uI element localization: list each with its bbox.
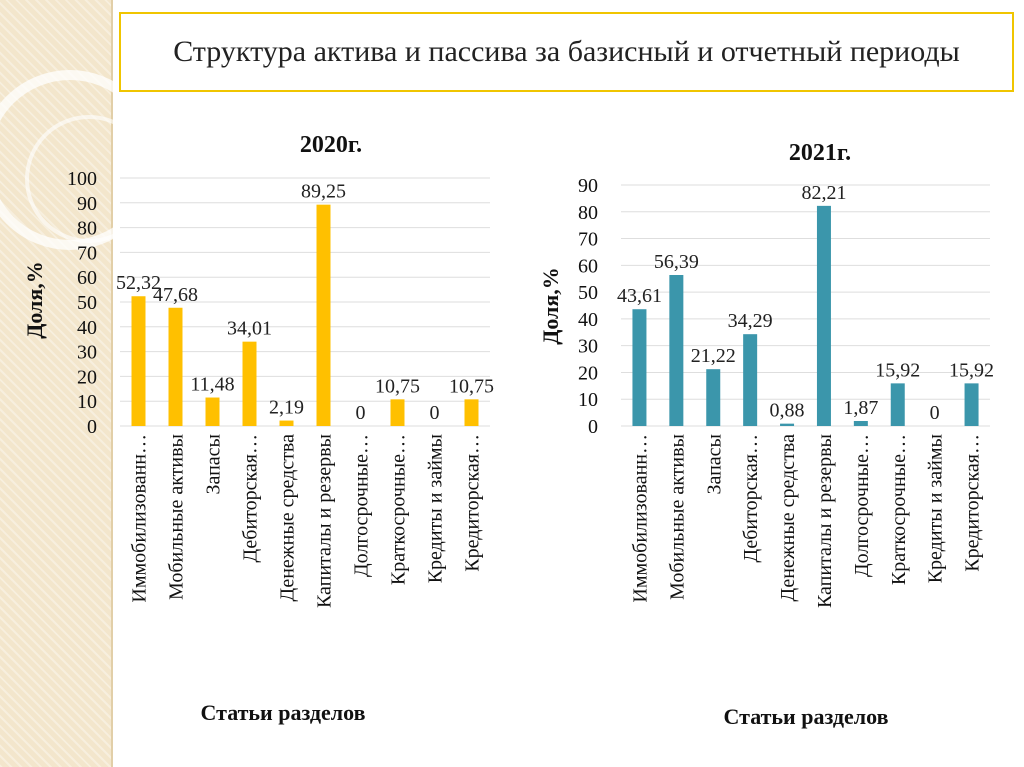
chart-2020-bar: [205, 397, 220, 426]
chart-2020-data-label: 0: [356, 402, 366, 424]
chart-2021-category-label: Мобильные активы: [666, 434, 688, 600]
chart-2021-ytick-label: 70: [578, 229, 598, 251]
chart-2020-category-label: Капиталы и резервы: [314, 434, 336, 608]
chart-2020-title: 2020г.: [300, 132, 362, 158]
chart-2021-ytick-label: 10: [578, 389, 598, 411]
chart-2020-category-label: Краткосрочные…: [388, 434, 410, 585]
side-divider: [111, 0, 113, 767]
chart-2020-bar: [390, 399, 405, 426]
chart-2020-category-label: Долгосрочные…: [351, 434, 373, 577]
chart-2020-ytick-label: 90: [77, 193, 97, 215]
chart-2021-y-axis-label: Доля,%: [538, 267, 563, 345]
chart-2020-ytick-label: 20: [77, 366, 97, 388]
chart-2021-data-label: 34,29: [728, 310, 773, 332]
chart-2020-category-label: Денежные средства: [277, 434, 299, 602]
chart-2021-bar: [743, 334, 758, 426]
chart-2020-data-label: 52,32: [116, 272, 161, 294]
chart-2021-data-label: 43,61: [617, 285, 662, 307]
chart-2020-ytick-label: 100: [67, 168, 97, 190]
chart-2020-data-label: 2,19: [269, 397, 304, 419]
chart-2020-ytick-label: 40: [77, 317, 97, 339]
chart-2020-category-label: Иммобилизованн…: [129, 434, 151, 603]
chart-2021-category-label: Денежные средства: [777, 434, 799, 602]
chart-2021-bar: [706, 369, 721, 426]
chart-2021-data-label: 15,92: [949, 359, 994, 381]
chart-2020-category-label: Мобильные активы: [166, 434, 188, 600]
chart-2021-data-label: 1,87: [843, 397, 878, 419]
chart-2020-ytick-label: 70: [77, 242, 97, 264]
chart-2021-data-label: 0,88: [770, 400, 805, 422]
chart-2020-ytick-label: 60: [77, 267, 97, 289]
chart-2020-ytick-label: 30: [77, 342, 97, 364]
chart-2020-category-label: Дебиторская…: [240, 434, 262, 563]
chart-2021-category-label: Иммобилизованн…: [629, 434, 651, 603]
chart-2021-category-label: Запасы: [703, 434, 725, 495]
chart-2020-data-label: 0: [430, 402, 440, 424]
chart-2021-bar: [632, 309, 647, 426]
chart-2021-ytick-label: 20: [578, 362, 598, 384]
chart-2021-category-label: Кредиты и займы: [925, 434, 947, 583]
chart-2020-data-label: 11,48: [190, 374, 234, 396]
chart-2020-data-label: 47,68: [153, 284, 198, 306]
chart-2021-data-label: 82,21: [801, 182, 846, 204]
chart-2021-title: 2021г.: [789, 140, 851, 166]
chart-2021-bar: [853, 420, 868, 426]
chart-2021-category-label: Дебиторская…: [740, 434, 762, 563]
chart-2021-ytick-label: 60: [578, 255, 598, 277]
chart-2021-ytick-label: 90: [578, 175, 598, 197]
chart-2021-bar: [669, 275, 684, 426]
chart-2020-bar: [316, 204, 331, 426]
chart-2020-bar: [131, 296, 146, 426]
chart-2021-ytick-label: 30: [578, 336, 598, 358]
chart-2021-ytick-label: 0: [588, 416, 598, 438]
chart-2021-data-label: 15,92: [875, 359, 920, 381]
chart-2021-data-label: 21,22: [691, 345, 736, 367]
chart-2020-bar: [242, 341, 257, 426]
slide-title: Структура актива и пассива за базисный и…: [173, 35, 960, 68]
chart-2021-bar: [964, 383, 979, 426]
slide-title-box: Структура актива и пассива за базисный и…: [119, 12, 1014, 92]
chart-2020-ytick-label: 50: [77, 292, 97, 314]
chart-2020-data-label: 34,01: [227, 318, 272, 340]
chart-2020-data-label: 10,75: [449, 375, 494, 397]
chart-2021-ytick-label: 80: [578, 202, 598, 224]
chart-2020-category-label: Кредиторская…: [462, 434, 484, 572]
chart-2021-bar: [816, 205, 831, 426]
chart-2020-category-label: Запасы: [203, 434, 225, 495]
chart-2020-ytick-label: 0: [87, 416, 97, 438]
chart-2021-x-axis-label: Статьи разделов: [724, 704, 889, 729]
chart-2020-x-axis-label: Статьи разделов: [201, 700, 366, 725]
decorative-ring-small: [25, 115, 153, 243]
chart-2021-category-label: Капиталы и резервы: [814, 434, 836, 608]
chart-2021-bar: [890, 383, 905, 426]
chart-2020-data-label: 89,25: [301, 181, 346, 203]
chart-2021-bar: [780, 423, 795, 426]
chart-2021-category-label: Кредиторская…: [962, 434, 984, 572]
chart-2021-data-label: 56,39: [654, 251, 699, 273]
chart-2021-ytick-label: 50: [578, 282, 598, 304]
chart-2020-bar: [279, 420, 294, 426]
chart-2020-ytick-label: 80: [77, 218, 97, 240]
chart-2021-category-label: Краткосрочные…: [888, 434, 910, 585]
chart-2020-bar: [464, 399, 479, 426]
chart-2021-ytick-label: 40: [578, 309, 598, 331]
chart-2021-category-label: Долгосрочные…: [851, 434, 873, 577]
chart-2020-category-label: Кредиты и займы: [425, 434, 447, 583]
chart-2020-y-axis-label: Доля,%: [22, 261, 47, 339]
chart-2020-data-label: 10,75: [375, 375, 420, 397]
chart-2020-bar: [168, 307, 183, 426]
decorative-ring-large: [0, 70, 160, 250]
chart-2020-ytick-label: 10: [77, 391, 97, 413]
chart-2021-data-label: 0: [930, 402, 940, 424]
